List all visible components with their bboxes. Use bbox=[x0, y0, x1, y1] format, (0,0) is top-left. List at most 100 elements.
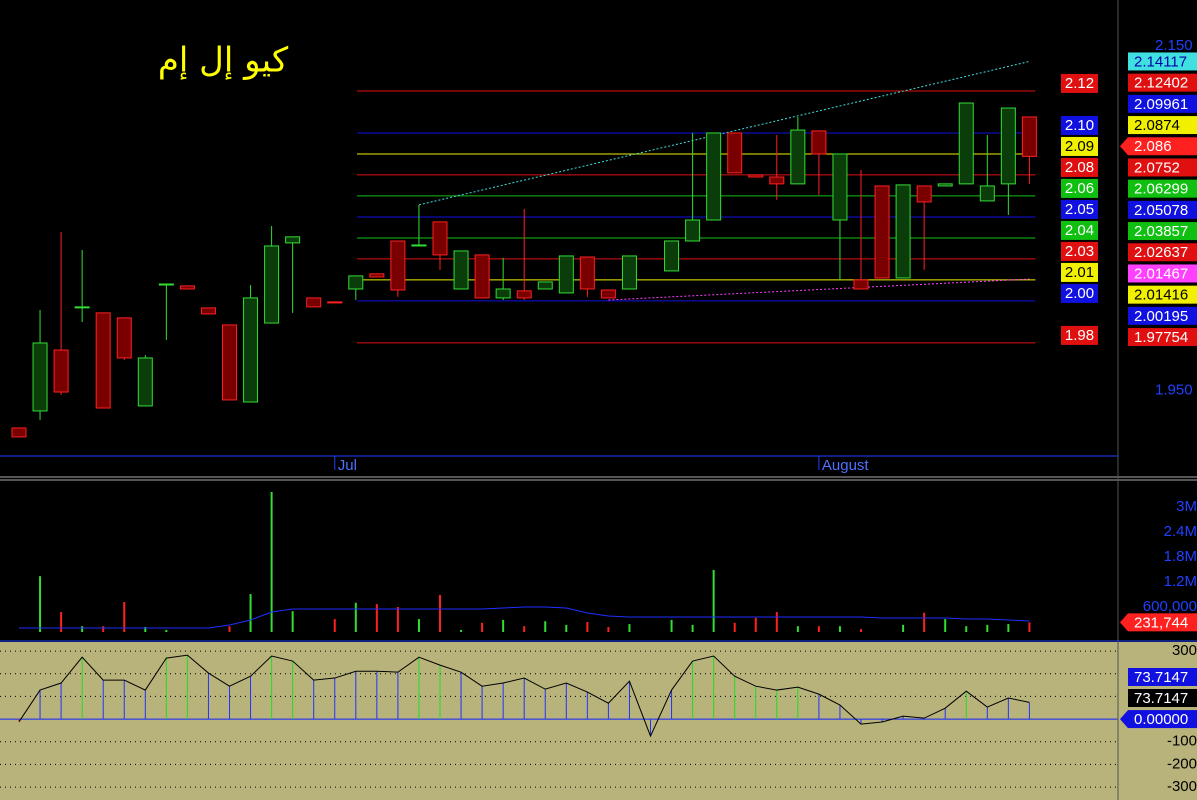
candle-body bbox=[874, 185, 890, 279]
level-label-box bbox=[1061, 283, 1098, 303]
candle-body bbox=[200, 307, 216, 315]
level-label-box bbox=[1061, 178, 1098, 198]
candle-body bbox=[222, 324, 237, 401]
level-label-box bbox=[1061, 325, 1098, 345]
candle-body bbox=[853, 279, 869, 290]
candle-body bbox=[474, 254, 490, 299]
candle-body bbox=[958, 102, 974, 185]
level-label: 2.04 bbox=[1065, 222, 1094, 239]
candle-body bbox=[264, 245, 280, 324]
level-label-box bbox=[1061, 262, 1098, 282]
level-label: 2.01 bbox=[1065, 264, 1094, 281]
candle-body bbox=[895, 184, 911, 279]
candle-body bbox=[495, 288, 511, 299]
candle-body bbox=[306, 297, 322, 308]
level-label: 2.08 bbox=[1065, 159, 1094, 176]
candle-body bbox=[579, 256, 595, 290]
candle-body bbox=[453, 250, 469, 290]
price-tag: 2.01416 bbox=[1134, 287, 1188, 304]
y-tick-label: 2.150 bbox=[1155, 37, 1193, 54]
price-tag: 1.97754 bbox=[1134, 329, 1188, 346]
y-tick-label: 1.950 bbox=[1155, 381, 1193, 398]
candle-body bbox=[95, 312, 111, 409]
candle-body bbox=[621, 255, 637, 290]
candle-body bbox=[727, 132, 743, 174]
y-tick-label: 2.4M bbox=[1164, 523, 1197, 540]
price-tag: 2.0752 bbox=[1134, 159, 1180, 176]
level-label: 2.12 bbox=[1065, 75, 1094, 92]
candle-body bbox=[558, 255, 574, 294]
level-label: 2.10 bbox=[1065, 117, 1094, 134]
price-tag-box bbox=[1128, 285, 1197, 304]
level-label-box bbox=[1061, 220, 1098, 240]
x-tick-label: August bbox=[822, 457, 870, 474]
price-tag: 2.01467 bbox=[1134, 265, 1188, 282]
level-label-box bbox=[1061, 136, 1098, 156]
y-tick-label: -100 bbox=[1167, 733, 1197, 750]
zero-tag-box bbox=[1128, 710, 1197, 729]
price-tag-box bbox=[1128, 328, 1197, 347]
candle-body bbox=[348, 275, 364, 290]
candle-body bbox=[537, 281, 553, 290]
price-tag: 2.09961 bbox=[1134, 96, 1188, 113]
candle-body bbox=[811, 130, 827, 155]
price-tag-box bbox=[1128, 243, 1197, 262]
level-label-box bbox=[1061, 73, 1098, 93]
candle-body bbox=[116, 317, 132, 359]
price-tag-box bbox=[1128, 116, 1197, 135]
oscillator-line bbox=[18, 654, 1030, 738]
candle-body bbox=[790, 129, 806, 185]
candle-body bbox=[411, 244, 427, 247]
candle-body bbox=[285, 236, 301, 244]
level-label: 1.98 bbox=[1065, 327, 1094, 344]
candle-body bbox=[390, 240, 406, 291]
trend-line bbox=[418, 60, 1030, 206]
y-tick-label: 3M bbox=[1176, 498, 1197, 515]
candle-body bbox=[832, 153, 848, 221]
candle-body bbox=[74, 306, 90, 309]
price-tag: 2.03857 bbox=[1134, 223, 1188, 240]
level-label: 2.09 bbox=[1065, 138, 1094, 155]
y-tick-label: 1.2M bbox=[1164, 573, 1197, 590]
candle-body bbox=[53, 349, 69, 393]
price-tag: 2.02637 bbox=[1134, 244, 1188, 261]
price-tag-box bbox=[1128, 52, 1197, 71]
zero-tag-arrow bbox=[1120, 710, 1128, 729]
candle-body bbox=[769, 176, 785, 185]
oscillator-tag-box bbox=[1128, 689, 1197, 707]
price-tag: 2.0874 bbox=[1134, 117, 1180, 134]
price-tag: 2.14117 bbox=[1134, 53, 1187, 70]
level-label-box bbox=[1061, 115, 1098, 135]
price-tag-box bbox=[1128, 264, 1197, 283]
candle-body bbox=[327, 301, 343, 304]
candle-body bbox=[158, 283, 174, 286]
candle-body bbox=[11, 427, 27, 438]
price-tag-box bbox=[1128, 179, 1197, 198]
zero-tag: 0.00000 bbox=[1134, 711, 1188, 728]
level-label: 2.06 bbox=[1065, 180, 1094, 197]
candle-body bbox=[243, 297, 259, 403]
price-tag-arrow bbox=[1120, 137, 1128, 156]
chart-title: كيو إل إم bbox=[158, 41, 289, 81]
y-tick-label: -300 bbox=[1167, 778, 1197, 795]
volume-tag-arrow bbox=[1120, 613, 1128, 632]
candle-body bbox=[685, 219, 701, 242]
y-tick-label: 300 bbox=[1172, 642, 1197, 659]
candle-body bbox=[979, 185, 995, 202]
level-label-box bbox=[1061, 241, 1098, 261]
candle-body bbox=[664, 240, 680, 272]
candle-body bbox=[937, 183, 953, 187]
price-tag-box bbox=[1128, 200, 1197, 219]
x-tick-label: Jul bbox=[338, 457, 357, 474]
price-tag: 2.086 bbox=[1134, 138, 1172, 155]
candle-body bbox=[516, 290, 532, 299]
price-tag: 2.12402 bbox=[1134, 75, 1188, 92]
price-tag-box bbox=[1128, 158, 1197, 177]
y-tick-label: 1.8M bbox=[1164, 548, 1197, 565]
candle-body bbox=[916, 185, 932, 203]
oscillator-tag-box bbox=[1128, 668, 1197, 686]
y-tick-label: 600,000 bbox=[1143, 598, 1197, 615]
price-tag-box bbox=[1128, 73, 1197, 92]
oscillator-background bbox=[0, 642, 1197, 800]
